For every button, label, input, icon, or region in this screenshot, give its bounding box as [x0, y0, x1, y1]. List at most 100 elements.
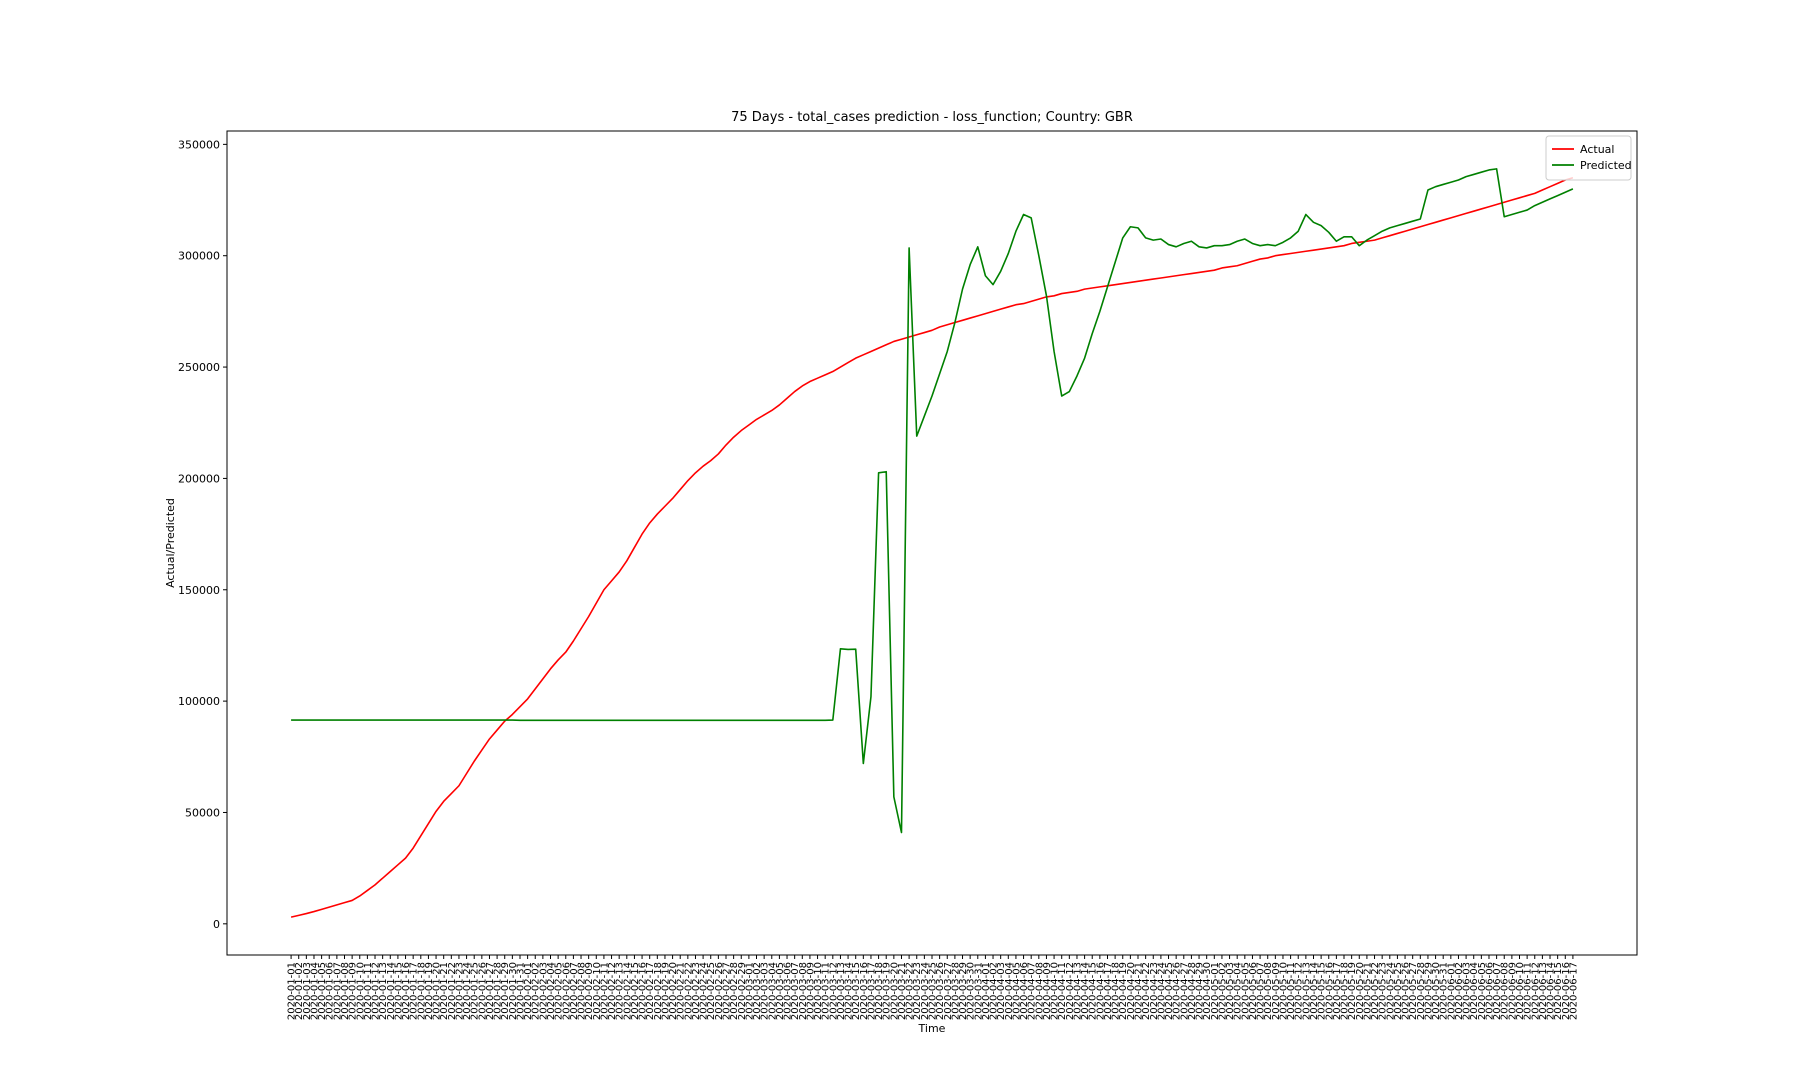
x-tick-label: 2020-02-01	[523, 962, 534, 1020]
x-tick-label: 2020-02-10	[592, 962, 603, 1020]
x-tick-label: 2020-02-05	[554, 962, 565, 1020]
y-tick-label: 350000	[178, 138, 220, 151]
x-tick-label: 2020-01-01	[287, 962, 298, 1020]
x-tick-label: 2020-06-16	[1561, 962, 1572, 1020]
x-tick-label: 2020-01-27	[485, 962, 496, 1020]
chart-title: 75 Days - total_cases prediction - loss_…	[731, 110, 1133, 125]
x-tick-label: 2020-02-07	[569, 962, 580, 1020]
x-tick-label: 2020-02-20	[668, 962, 679, 1020]
x-tick-label: 2020-03-03	[760, 962, 771, 1020]
y-tick-label: 100000	[178, 695, 220, 708]
x-tick-label: 2020-01-22	[447, 962, 458, 1020]
x-tick-label: 2020-04-23	[1149, 962, 1160, 1020]
x-tick-label: 2020-02-11	[599, 962, 610, 1020]
x-tick-label: 2020-04-20	[1126, 962, 1137, 1020]
x-tick-label: 2020-05-25	[1393, 962, 1404, 1020]
x-tick-label: 2020-02-08	[577, 962, 588, 1020]
y-axis-label: Actual/Predicted	[164, 498, 177, 588]
x-tick-label: 2020-04-01	[981, 962, 992, 1020]
x-tick-label: 2020-03-15	[851, 962, 862, 1020]
x-tick-label: 2020-03-02	[752, 962, 763, 1020]
x-tick-label: 2020-04-07	[1027, 962, 1038, 1020]
x-tick-label: 2020-05-08	[1263, 962, 1274, 1020]
x-tick-label: 2020-05-24	[1385, 962, 1396, 1020]
x-tick-label: 2020-04-24	[1156, 962, 1167, 1020]
x-tick-label: 2020-04-06	[1019, 962, 1030, 1020]
x-tick-label: 2020-02-19	[660, 962, 671, 1020]
x-tick-label: 2020-05-27	[1408, 962, 1419, 1020]
legend: Actual Predicted	[1545, 135, 1632, 181]
x-tick-label: 2020-04-18	[1111, 962, 1122, 1020]
x-tick-label: 2020-02-28	[729, 962, 740, 1020]
x-tick-label: 2020-03-01	[744, 962, 755, 1020]
x-tick-label: 2020-05-15	[1317, 962, 1328, 1020]
x-tick-label: 2020-06-11	[1523, 962, 1534, 1020]
x-tick-label: 2020-05-28	[1416, 962, 1427, 1020]
x-tick-label: 2020-04-28	[1187, 962, 1198, 1020]
x-tick-label: 2020-06-15	[1553, 962, 1564, 1020]
x-tick-label: 2020-02-09	[584, 962, 595, 1020]
x-tick-label: 2020-06-02	[1454, 962, 1465, 1020]
x-tick-label: 2020-04-03	[996, 962, 1007, 1020]
x-tick-label: 2020-05-13	[1301, 962, 1312, 1020]
x-tick-label: 2020-06-05	[1477, 962, 1488, 1020]
x-tick-label: 2020-05-06	[1248, 962, 1259, 1020]
x-tick-label: 2020-01-04	[309, 962, 320, 1020]
x-tick-label: 2020-04-16	[1095, 962, 1106, 1020]
x-tick-label: 2020-01-11	[363, 962, 374, 1020]
x-tick-label: 2020-04-12	[1065, 962, 1076, 1020]
x-tick-label: 2020-04-09	[1042, 962, 1053, 1020]
x-tick-label: 2020-03-16	[859, 962, 870, 1020]
x-tick-label: 2020-03-29	[958, 962, 969, 1020]
x-tick-label: 2020-02-16	[638, 962, 649, 1020]
x-tick-label: 2020-02-14	[622, 962, 633, 1020]
legend-label: Predicted	[1580, 159, 1632, 172]
x-tick-label: 2020-03-12	[828, 962, 839, 1020]
x-tick-label: 2020-06-13	[1538, 962, 1549, 1020]
y-tick-label: 200000	[178, 472, 220, 485]
x-tick-label: 2020-02-12	[607, 962, 618, 1020]
x-tick-label: 2020-04-04	[1004, 962, 1015, 1020]
x-tick-label: 2020-02-25	[706, 962, 717, 1020]
x-tick-label: 2020-05-29	[1423, 962, 1434, 1020]
x-tick-label: 2020-04-13	[1072, 962, 1083, 1020]
x-tick-label: 2020-01-18	[416, 962, 427, 1020]
x-tick-label: 2020-02-27	[721, 962, 732, 1020]
x-tick-label: 2020-04-26	[1172, 962, 1183, 1020]
x-tick-label: 2020-06-01	[1446, 962, 1457, 1020]
x-tick-label: 2020-05-26	[1401, 962, 1412, 1020]
x-tick-label: 2020-03-26	[935, 962, 946, 1020]
x-tick-label: 2020-02-23	[691, 962, 702, 1020]
x-tick-label: 2020-03-06	[783, 962, 794, 1020]
x-tick-label: 2020-03-28	[950, 962, 961, 1020]
x-tick-label: 2020-04-14	[1080, 962, 1091, 1020]
x-tick-label: 2020-02-22	[683, 962, 694, 1020]
x-tick-label: 2020-01-15	[393, 962, 404, 1020]
x-tick-label: 2020-06-12	[1530, 962, 1541, 1020]
x-tick-label: 2020-05-17	[1332, 962, 1343, 1020]
x-tick-label: 2020-05-02	[1217, 962, 1228, 1020]
x-tick-label: 2020-04-29	[1195, 962, 1206, 1020]
x-tick-label: 2020-02-02	[531, 962, 542, 1020]
x-tick-label: 2020-04-17	[1103, 962, 1114, 1020]
x-tick-label: 2020-02-03	[538, 962, 549, 1020]
x-tick-label: 2020-05-20	[1355, 962, 1366, 1020]
x-tick-label: 2020-06-09	[1507, 962, 1518, 1020]
x-tick-label: 2020-04-21	[1134, 962, 1145, 1020]
x-tick-label: 2020-01-29	[500, 962, 511, 1020]
x-tick-label: 2020-02-13	[615, 962, 626, 1020]
x-tick-label: 2020-05-14	[1309, 962, 1320, 1020]
y-tick-label: 0	[213, 918, 220, 931]
x-tick-label: 2020-01-28	[493, 962, 504, 1020]
x-tick-label: 2020-01-23	[454, 962, 465, 1020]
x-tick-label: 2020-03-31	[973, 962, 984, 1020]
x-tick-label: 2020-03-05	[775, 962, 786, 1020]
x-tick-label: 2020-05-12	[1294, 962, 1305, 1020]
x-tick-label: 2020-03-27	[943, 962, 954, 1020]
x-tick-label: 2020-01-02	[294, 962, 305, 1020]
x-tick-label: 2020-05-03	[1225, 962, 1236, 1020]
x-tick-label: 2020-06-08	[1500, 962, 1511, 1020]
x-tick-label: 2020-02-24	[699, 962, 710, 1020]
x-tick-label: 2020-06-14	[1546, 962, 1557, 1020]
